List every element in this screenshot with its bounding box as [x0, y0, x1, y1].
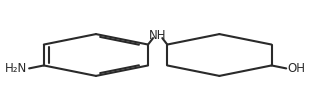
Text: OH: OH [288, 62, 306, 75]
Text: NH: NH [149, 29, 166, 42]
Text: H₂N: H₂N [5, 62, 28, 75]
